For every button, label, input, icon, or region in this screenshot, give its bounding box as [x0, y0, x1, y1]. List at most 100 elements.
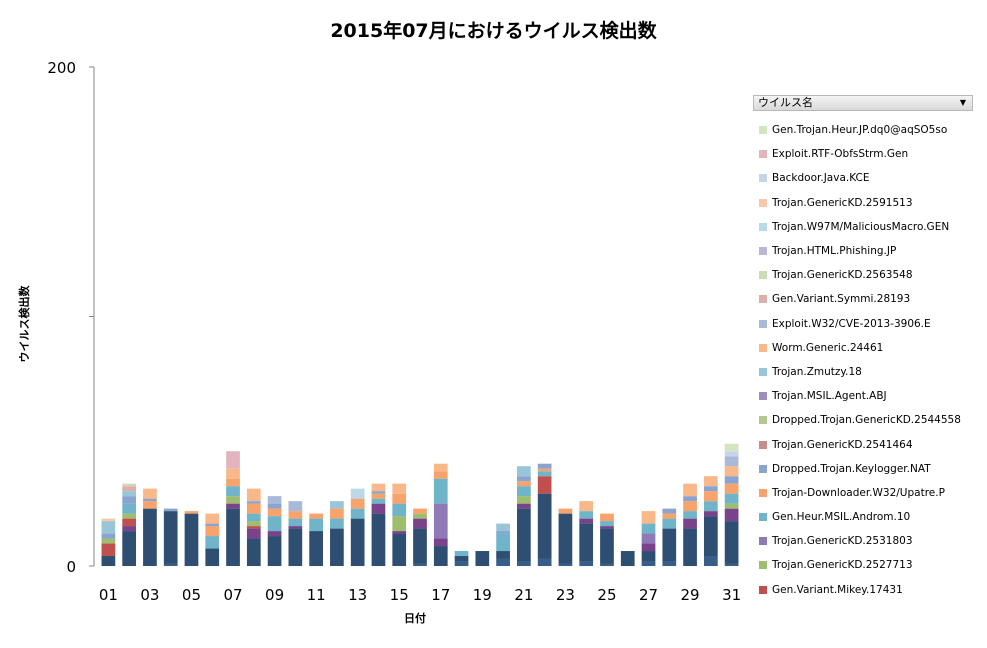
legend-label: Trojan.Zmutzy.18	[772, 365, 862, 378]
bar-segment	[662, 518, 677, 529]
bar-segment	[205, 548, 220, 566]
bar-segment	[101, 533, 116, 539]
bar-segment	[350, 518, 365, 566]
bar-segment	[475, 551, 490, 566]
bar-segment	[288, 501, 303, 512]
bar-segment	[600, 563, 614, 566]
bar-segment	[558, 563, 573, 566]
legend-item: Backdoor.Java.KCE	[759, 166, 984, 190]
bar-segment	[662, 561, 677, 566]
bar-segment	[330, 528, 344, 566]
y-tick-label: 200	[47, 59, 76, 77]
legend-swatch	[759, 392, 767, 401]
bar-segment	[537, 476, 552, 494]
legend-item: Dropped.Trojan.GenericKD.2544558	[759, 408, 984, 432]
bar-segment	[496, 531, 510, 534]
bar-segment	[641, 551, 656, 562]
bar-segment	[683, 528, 697, 566]
bar-segment	[330, 508, 344, 519]
bar-segment	[122, 491, 137, 497]
legend-label: Trojan.GenericKD.2541464	[772, 438, 913, 451]
bar-segment	[371, 493, 386, 499]
bar-segment	[517, 503, 531, 509]
bar-segment	[246, 501, 261, 504]
legend-filter-dropdown[interactable]: ウイルス名 ▼	[753, 95, 973, 111]
chevron-down-icon[interactable]: ▼	[959, 98, 966, 107]
bar-segment	[392, 493, 407, 504]
bar-segment	[122, 531, 137, 566]
bar-segment	[371, 491, 386, 494]
bar-segment	[350, 488, 365, 499]
legend-label: Trojan.GenericKD.2563548	[772, 269, 913, 282]
bar-segment	[226, 486, 240, 497]
bar-segment	[226, 508, 240, 566]
bar-segment	[350, 508, 365, 519]
legend-swatch	[759, 464, 767, 473]
bar-segment	[163, 511, 178, 564]
bar-segment	[143, 488, 157, 499]
legend-label: Gen.Variant.Mikey.17431	[772, 583, 903, 596]
legend-item: Gen.Heur.MSIL.Androm.10	[759, 505, 984, 529]
bar-segment	[724, 456, 739, 467]
x-tick-label: 25	[597, 586, 616, 604]
bar-segment	[226, 503, 240, 509]
legend-label: Gen.Trojan.Heur.JP.dq0@aqSO5so	[772, 124, 948, 137]
x-tick-label: 29	[681, 586, 700, 604]
legend-item: Gen.Trojan.Heur.JP.dq0@aqSO5so	[759, 118, 984, 142]
bar-segment	[703, 511, 718, 517]
bar-segment	[433, 538, 448, 547]
bar-segment	[309, 531, 323, 566]
bar-segment	[537, 471, 552, 477]
bar-segment	[662, 513, 677, 519]
legend-item: Gen.Variant.Mikey.17431	[759, 578, 984, 602]
legend-item: Trojan.GenericKD.2563548	[759, 263, 984, 287]
bar-segment	[724, 563, 739, 566]
bar-segment	[122, 483, 137, 487]
bar-segment	[496, 558, 510, 566]
y-tick-label: 0	[66, 558, 76, 576]
bar-segment	[246, 521, 261, 527]
chart-title: 2015年07月におけるウイルス検出数	[330, 20, 657, 42]
bar-segment	[517, 486, 531, 497]
bar-segment	[433, 546, 448, 566]
bar-segment	[433, 503, 448, 539]
x-tick-label: 21	[514, 586, 533, 604]
bar-segment	[122, 518, 137, 527]
bar-segment	[413, 528, 427, 564]
bar-segment	[600, 526, 614, 529]
bar-segment	[683, 483, 697, 497]
bar-segment	[517, 508, 531, 562]
bar-segment	[246, 528, 261, 539]
bar-segment	[683, 501, 697, 512]
bar-segment	[517, 466, 531, 477]
legend-label: Exploit.W32/CVE-2013-3906.E	[772, 317, 931, 330]
legend-label: Trojan.W97M/MaliciousMacro.GEN	[772, 220, 950, 233]
bar-segment	[454, 556, 469, 562]
x-tick-label: 15	[390, 586, 409, 604]
bar-segment	[184, 511, 199, 514]
bar-segment	[724, 476, 739, 484]
bar-segment	[496, 533, 510, 552]
bar-segment	[600, 521, 614, 527]
bar-segment	[724, 503, 739, 509]
bar-segment	[184, 513, 199, 566]
bar-segment	[371, 498, 386, 504]
x-tick-label: 31	[722, 586, 741, 604]
legend-label: Gen.Heur.MSIL.Androm.10	[772, 511, 911, 524]
legend-swatch	[759, 222, 767, 231]
legend-item: Worm.Generic.24461	[759, 336, 984, 360]
bar-segment	[724, 451, 739, 457]
bar-segment	[226, 468, 240, 479]
bar-segment	[122, 513, 137, 519]
bar-segment	[163, 563, 178, 566]
bar-segment	[392, 503, 407, 517]
legend-swatch	[759, 174, 767, 183]
legend-swatch	[759, 416, 767, 425]
bar-segment	[246, 503, 261, 514]
bar-segment	[517, 476, 531, 482]
legend-item: Trojan.GenericKD.2541464	[759, 432, 984, 456]
bar-segment	[579, 501, 594, 512]
legend-swatch	[759, 198, 767, 207]
legend-swatch	[759, 440, 767, 449]
bar-segment	[101, 518, 116, 522]
